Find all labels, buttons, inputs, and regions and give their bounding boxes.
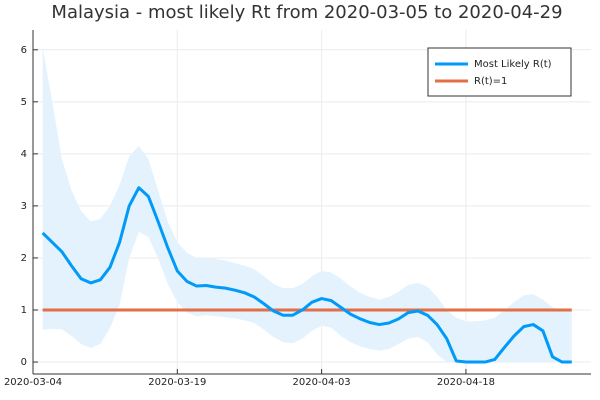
chart-title: Malaysia - most likely Rt from 2020-03-0…: [51, 2, 562, 23]
y-tick-label: 1: [21, 305, 27, 316]
y-tick-label: 2: [21, 253, 27, 264]
legend-label: Most Likely R(t): [474, 59, 552, 70]
x-tick-label: 2020-04-18: [437, 377, 495, 388]
y-tick-label: 6: [21, 45, 27, 56]
confidence-band: [42, 47, 572, 363]
y-tick-label: 3: [21, 201, 27, 212]
legend-box: [427, 47, 572, 97]
y-tick-label: 4: [21, 149, 27, 160]
series-line: [41, 186, 572, 364]
x-tick-label: 2020-03-19: [148, 377, 206, 388]
x-tick-label: 2020-04-03: [293, 377, 351, 388]
x-tick-label: 2020-03-04: [4, 377, 62, 388]
y-tick-label: 5: [21, 97, 27, 108]
y-tick-label: 0: [21, 357, 27, 368]
legend-label: R(t)=1: [474, 76, 507, 87]
